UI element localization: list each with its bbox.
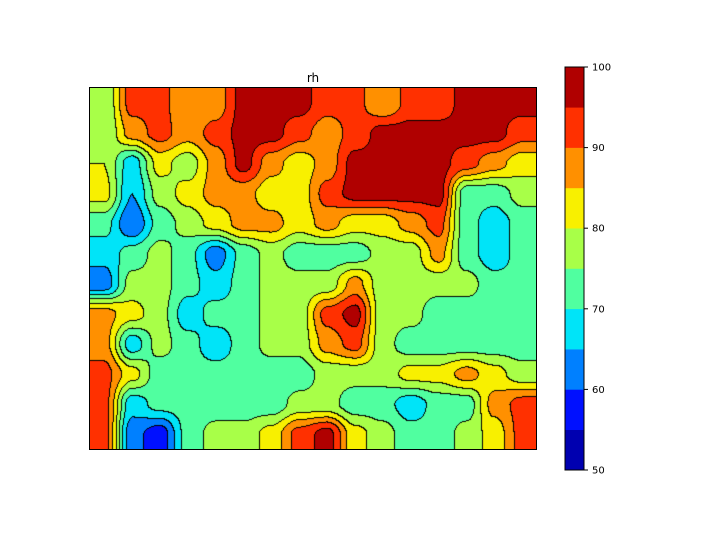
colorbar-segment-75-80 <box>565 228 584 269</box>
colorbar-tick-label: 90 <box>592 143 605 154</box>
rh-contour-field <box>90 88 536 449</box>
colorbar-tick-label: 50 <box>592 466 605 477</box>
colorbar-segment-90-95 <box>565 107 584 148</box>
colorbar-segment-95-100 <box>565 67 584 108</box>
colorbar-segment-65-70 <box>565 308 584 350</box>
chart-title: rh <box>306 71 320 85</box>
colorbar-segment-60-65 <box>565 349 584 390</box>
colorbar-segment-55-60 <box>565 389 584 430</box>
colorbar-frame <box>564 66 585 471</box>
colorbar-tick-label: 100 <box>592 63 611 74</box>
colorbar-segment-50-55 <box>565 429 584 471</box>
colorbar-segment-70-75 <box>565 268 584 310</box>
colorbar-tick-label: 70 <box>592 304 605 315</box>
colorbar-segment-80-85 <box>565 187 584 229</box>
colorbar-tick-label: 80 <box>592 224 605 235</box>
colorbar-tick-label: 60 <box>592 385 605 396</box>
colorbar-segment-85-90 <box>565 147 584 189</box>
